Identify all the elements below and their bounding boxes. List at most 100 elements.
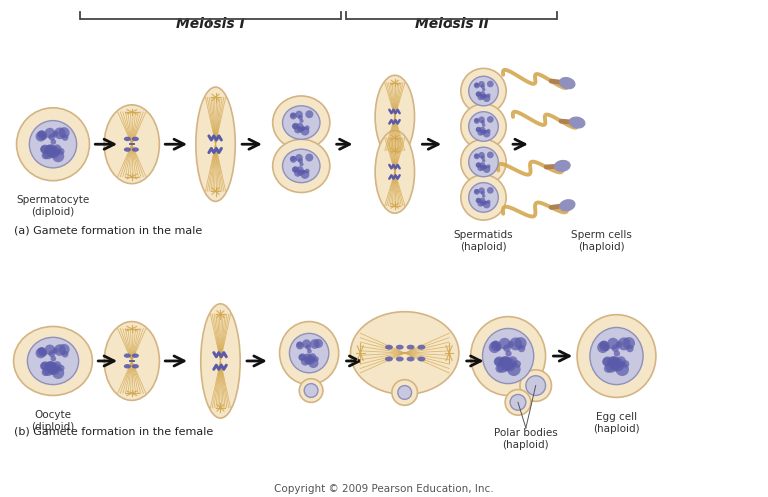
Circle shape (45, 144, 56, 156)
Circle shape (499, 338, 511, 349)
Ellipse shape (283, 149, 320, 183)
Circle shape (45, 361, 56, 372)
Circle shape (292, 167, 298, 172)
Circle shape (296, 341, 304, 349)
Circle shape (508, 356, 518, 366)
Circle shape (483, 130, 487, 133)
Circle shape (300, 162, 303, 166)
Circle shape (483, 201, 491, 208)
Ellipse shape (28, 337, 78, 385)
Circle shape (492, 341, 499, 349)
Ellipse shape (398, 386, 412, 400)
Ellipse shape (273, 139, 329, 192)
Circle shape (48, 363, 60, 375)
Circle shape (52, 150, 58, 156)
Circle shape (488, 341, 500, 353)
Circle shape (290, 113, 296, 118)
Ellipse shape (482, 329, 534, 384)
Circle shape (616, 362, 623, 368)
Circle shape (603, 356, 613, 366)
Circle shape (478, 187, 485, 194)
Circle shape (475, 163, 481, 167)
Circle shape (478, 116, 485, 123)
Ellipse shape (468, 112, 498, 141)
Circle shape (483, 165, 487, 168)
Circle shape (481, 120, 485, 124)
Ellipse shape (17, 108, 89, 181)
Circle shape (58, 148, 65, 155)
Circle shape (52, 367, 65, 379)
Circle shape (475, 127, 481, 132)
Circle shape (482, 88, 485, 91)
Text: (b) Gamete formation in the female: (b) Gamete formation in the female (14, 427, 213, 437)
Ellipse shape (29, 121, 77, 168)
Circle shape (309, 353, 316, 361)
Ellipse shape (196, 87, 235, 201)
Circle shape (480, 165, 485, 170)
Ellipse shape (132, 147, 139, 152)
Circle shape (52, 145, 61, 154)
Text: Spermatids
(haploid): Spermatids (haploid) (454, 230, 513, 251)
Ellipse shape (375, 130, 415, 213)
Circle shape (487, 187, 494, 194)
Circle shape (45, 128, 55, 138)
Circle shape (52, 366, 58, 373)
Circle shape (61, 351, 68, 357)
Circle shape (52, 131, 58, 137)
Circle shape (52, 150, 65, 162)
Circle shape (483, 201, 487, 205)
Circle shape (475, 118, 478, 122)
Ellipse shape (471, 317, 545, 396)
Text: Spermatocyte
(diploid): Spermatocyte (diploid) (16, 195, 90, 217)
Ellipse shape (590, 328, 643, 385)
Circle shape (53, 150, 58, 155)
Circle shape (54, 128, 65, 139)
Ellipse shape (505, 390, 531, 415)
Circle shape (37, 130, 47, 140)
Ellipse shape (520, 370, 551, 402)
Circle shape (600, 341, 607, 349)
Circle shape (474, 189, 480, 195)
Circle shape (475, 189, 478, 193)
Ellipse shape (132, 364, 139, 368)
Ellipse shape (461, 175, 506, 220)
Circle shape (478, 130, 484, 136)
Circle shape (305, 354, 315, 365)
Text: Copyright © 2009 Pearson Education, Inc.: Copyright © 2009 Pearson Education, Inc. (274, 484, 494, 494)
Ellipse shape (300, 379, 323, 403)
Circle shape (475, 83, 478, 87)
Circle shape (508, 362, 515, 368)
Circle shape (40, 362, 48, 370)
Circle shape (623, 337, 635, 349)
Circle shape (615, 362, 629, 376)
Circle shape (617, 337, 631, 350)
Circle shape (518, 345, 525, 352)
Ellipse shape (526, 376, 545, 396)
Circle shape (52, 347, 58, 353)
Circle shape (298, 115, 303, 120)
Circle shape (54, 344, 65, 356)
Circle shape (480, 200, 485, 206)
Circle shape (306, 344, 311, 350)
Circle shape (609, 356, 620, 367)
Circle shape (482, 194, 485, 198)
Circle shape (301, 126, 305, 131)
Circle shape (308, 358, 319, 368)
Circle shape (478, 94, 484, 100)
Circle shape (474, 83, 480, 88)
Circle shape (37, 347, 47, 357)
Ellipse shape (468, 183, 498, 212)
Circle shape (626, 345, 634, 352)
Text: Egg cell
(haploid): Egg cell (haploid) (593, 412, 640, 434)
Circle shape (45, 145, 54, 154)
Circle shape (479, 198, 485, 204)
Circle shape (45, 362, 54, 371)
Circle shape (43, 149, 53, 160)
Ellipse shape (407, 356, 415, 361)
Ellipse shape (304, 384, 318, 398)
Circle shape (294, 169, 301, 177)
Circle shape (607, 338, 619, 349)
Ellipse shape (461, 69, 506, 114)
Circle shape (47, 361, 56, 371)
Ellipse shape (418, 356, 425, 361)
